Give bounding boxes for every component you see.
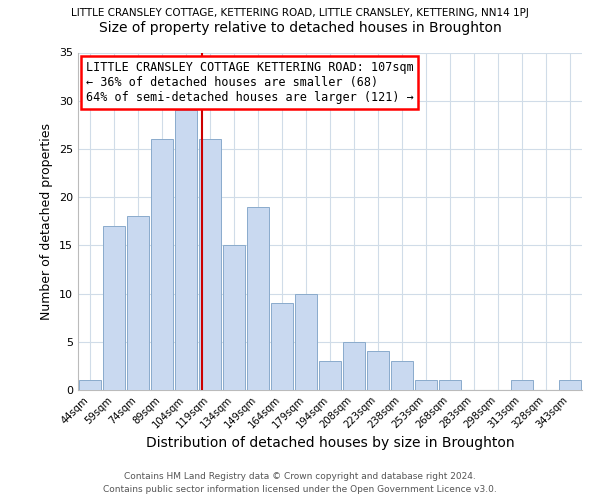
Bar (295, 294, 317, 390)
X-axis label: Distribution of detached houses by size in Broughton: Distribution of detached houses by size … (146, 436, 514, 450)
Bar (103, 226, 125, 390)
Bar (415, 380, 437, 390)
Bar (511, 380, 533, 390)
Bar (319, 361, 341, 390)
Bar (127, 216, 149, 390)
Bar (175, 110, 197, 390)
Bar (199, 140, 221, 390)
Bar (343, 342, 365, 390)
Bar (559, 380, 581, 390)
Bar (391, 361, 413, 390)
Text: LITTLE CRANSLEY COTTAGE, KETTERING ROAD, LITTLE CRANSLEY, KETTERING, NN14 1PJ: LITTLE CRANSLEY COTTAGE, KETTERING ROAD,… (71, 8, 529, 18)
Bar (367, 352, 389, 390)
Text: Contains HM Land Registry data © Crown copyright and database right 2024.
Contai: Contains HM Land Registry data © Crown c… (103, 472, 497, 494)
Bar (247, 207, 269, 390)
Bar (223, 246, 245, 390)
Text: Size of property relative to detached houses in Broughton: Size of property relative to detached ho… (98, 21, 502, 35)
Bar (151, 140, 173, 390)
Y-axis label: Number of detached properties: Number of detached properties (40, 122, 53, 320)
Bar (79, 380, 101, 390)
Bar (271, 303, 293, 390)
Bar (439, 380, 461, 390)
Text: LITTLE CRANSLEY COTTAGE KETTERING ROAD: 107sqm
← 36% of detached houses are smal: LITTLE CRANSLEY COTTAGE KETTERING ROAD: … (86, 61, 413, 104)
